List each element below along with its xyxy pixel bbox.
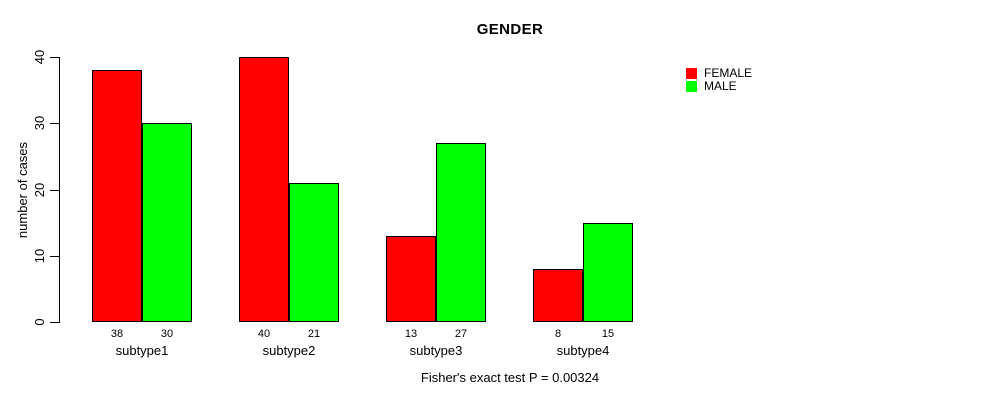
legend-swatch-male [686, 81, 697, 92]
x-axis-category-label-subtype1: subtype1 [115, 343, 169, 358]
y-axis-tick-label: 30 [32, 116, 47, 131]
y-axis-label: number of cases [15, 141, 30, 239]
bar-value-label-female-subtype3: 13 [404, 328, 418, 340]
y-axis-tick [50, 57, 59, 58]
y-axis-tick-label: 10 [32, 248, 47, 263]
legend-swatch-female [686, 68, 697, 79]
legend-item-female: FEMALE [686, 67, 752, 80]
bar-male-subtype1 [142, 123, 192, 322]
chart-title: GENDER [476, 21, 544, 38]
legend-item-male: MALE [686, 80, 752, 93]
x-axis-category-label-subtype4: subtype4 [556, 343, 610, 358]
bar-value-label-female-subtype4: 8 [554, 328, 562, 340]
legend-label-female: FEMALE [704, 66, 753, 80]
y-axis-line [59, 57, 60, 323]
bar-male-subtype4 [583, 222, 633, 322]
bar-value-label-female-subtype1: 38 [110, 328, 124, 340]
x-axis-category-label-subtype2: subtype2 [262, 343, 316, 358]
bar-male-subtype2 [289, 182, 339, 322]
bar-value-label-male-subtype3: 27 [454, 328, 468, 340]
x-axis-category-label-subtype3: subtype3 [409, 343, 463, 358]
y-axis-tick [50, 255, 59, 257]
bar-female-subtype1 [92, 70, 142, 322]
y-axis-tick [50, 123, 59, 125]
y-axis-tick [50, 189, 59, 191]
bar-female-subtype4 [533, 269, 583, 322]
caption: Fisher's exact test P = 0.00324 [420, 370, 600, 385]
bar-value-label-female-subtype2: 40 [257, 328, 271, 340]
legend-label-male: MALE [704, 79, 737, 93]
legend: FEMALE MALE [686, 67, 752, 93]
y-axis-tick-label: 20 [32, 182, 47, 197]
bar-female-subtype2 [239, 57, 289, 322]
y-axis-tick-label: 0 [32, 318, 47, 326]
bar-male-subtype3 [436, 143, 486, 322]
bar-female-subtype3 [386, 235, 436, 322]
y-axis-tick-label: 40 [32, 49, 47, 65]
y-axis-tick [50, 322, 59, 323]
bar-value-label-male-subtype1: 30 [160, 328, 174, 340]
bar-value-label-male-subtype4: 15 [601, 328, 615, 340]
bar-value-label-male-subtype2: 21 [307, 328, 321, 340]
